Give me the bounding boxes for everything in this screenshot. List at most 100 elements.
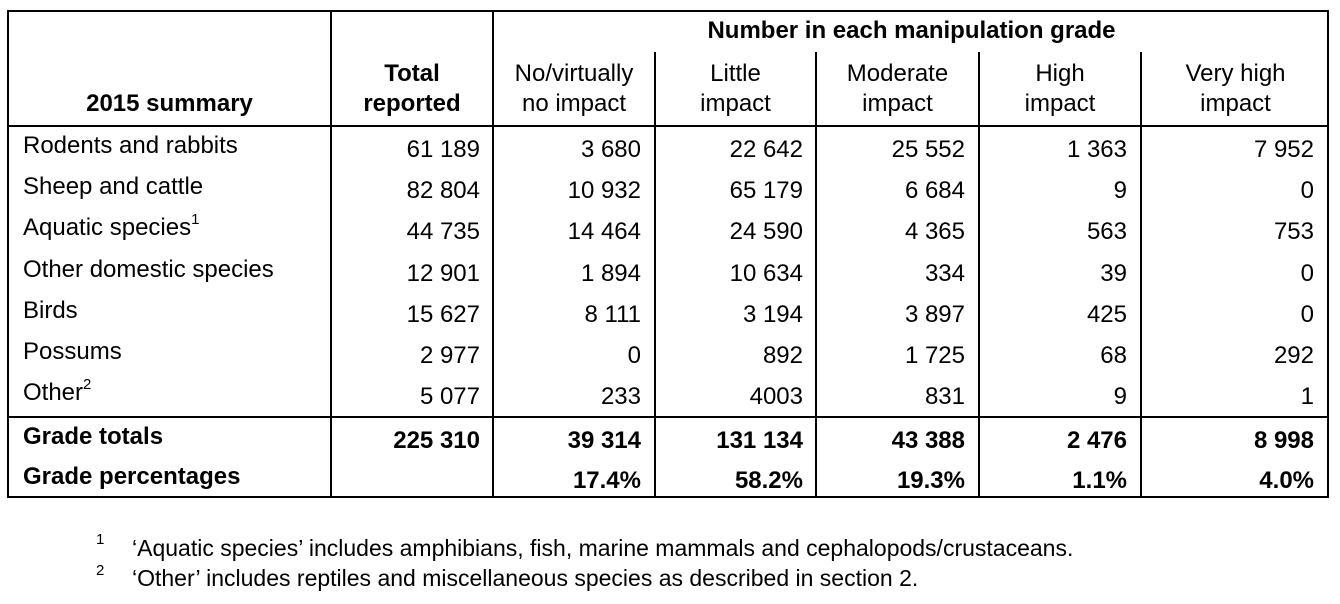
- column-header-line: no impact: [521, 90, 627, 117]
- group-header: Number in each manipulation grade: [707, 17, 1116, 44]
- column-header-line: Very high: [1185, 60, 1286, 87]
- column-divider: [978, 52, 980, 498]
- column-header-line: Moderate: [846, 60, 949, 87]
- row-label-text: Sheep and cattle: [23, 173, 204, 200]
- table-cell: 1.1%: [1072, 467, 1127, 494]
- row-label-text: Rodents and rabbits: [23, 132, 238, 159]
- table-cell: 4 365: [904, 218, 965, 245]
- table-cell: 0: [1300, 260, 1314, 287]
- table-cell: 9: [1113, 383, 1127, 410]
- table-cell: 0: [1300, 177, 1314, 204]
- table-cell: 10 932: [567, 177, 641, 204]
- footnote-ref: 2: [83, 376, 92, 393]
- table-cell: 4003: [749, 383, 803, 410]
- table-cell: 3 897: [904, 301, 965, 328]
- table-cell: 892: [762, 342, 803, 369]
- table-cell: 39 314: [567, 427, 641, 454]
- table-cell: 24 590: [729, 218, 803, 245]
- table-cell: 65 179: [729, 177, 803, 204]
- table-cell: 8 998: [1253, 427, 1314, 454]
- table-cell: 3 194: [742, 301, 803, 328]
- row-label-text: Other: [23, 379, 84, 406]
- column-header-line: High: [1035, 60, 1085, 87]
- table-cell: 334: [924, 260, 965, 287]
- row-label: Rodents and rabbits: [23, 131, 238, 161]
- table-cell: 9: [1113, 177, 1127, 204]
- table-cell: 44 735: [406, 218, 480, 245]
- table-cell: 563: [1086, 218, 1127, 245]
- table-cell: 1 894: [580, 260, 641, 287]
- row-label: Birds: [23, 296, 78, 326]
- column-header-line: impact: [862, 90, 933, 117]
- column-header-line: Little: [710, 60, 761, 87]
- column-header-line: No/virtually: [514, 60, 634, 87]
- table-cell: 2 977: [419, 342, 480, 369]
- column-header-line: Total: [384, 60, 440, 87]
- column-divider: [815, 52, 817, 498]
- table-cell: 12 901: [406, 260, 480, 287]
- table-cell: 3 680: [580, 136, 641, 163]
- column-header-line: impact: [1200, 90, 1271, 117]
- table-cell: 58.2%: [734, 467, 803, 494]
- table-cell: 10 634: [729, 260, 803, 287]
- footnote-mark: 1: [96, 531, 105, 548]
- table-cell: 8 111: [584, 301, 642, 328]
- footnote-text: ‘Other’ includes reptiles and miscellane…: [132, 565, 919, 591]
- table-cell: 15 627: [406, 301, 480, 328]
- row-label: Sheep and cattle: [23, 172, 203, 202]
- row-label-text: Possums: [23, 338, 122, 365]
- table-cell: 1 725: [904, 342, 965, 369]
- table-cell: 68: [1100, 342, 1127, 369]
- column-divider: [1140, 52, 1142, 498]
- table-cell: 0: [627, 342, 641, 369]
- row-label: Aquatic species1: [23, 211, 200, 243]
- row-label-text: Grade totals: [23, 423, 164, 450]
- table-cell: 292: [1273, 342, 1314, 369]
- table-cell: 831: [924, 383, 965, 410]
- table-cell: 6 684: [904, 177, 965, 204]
- row-label: Other domestic species: [23, 255, 274, 285]
- table-cell: 753: [1273, 218, 1314, 245]
- column-divider: [492, 10, 494, 498]
- table-cell: 4.0%: [1259, 467, 1314, 494]
- table-cell: 1 363: [1066, 136, 1127, 163]
- header-divider: [7, 125, 1329, 127]
- table-cell: 25 552: [891, 136, 965, 163]
- table-cell: 0: [1300, 301, 1314, 328]
- table-cell: 425: [1086, 301, 1127, 328]
- table-cell: 1: [1300, 383, 1314, 410]
- row-label-text: Birds: [23, 297, 78, 324]
- table-cell: 7 952: [1253, 136, 1314, 163]
- summary-table: [7, 10, 1329, 498]
- table-cell: 14 464: [567, 218, 641, 245]
- table-cell: 19.3%: [896, 467, 965, 494]
- totals-divider: [7, 416, 1329, 418]
- row-label-text: Aquatic species: [23, 214, 192, 241]
- row-label: Other2: [23, 376, 92, 408]
- table-cell: 225 310: [393, 427, 480, 454]
- table-cell: 61 189: [406, 136, 480, 163]
- row-label: Grade totals: [23, 422, 163, 452]
- table-cell: 43 388: [891, 427, 965, 454]
- table-cell: 233: [600, 383, 641, 410]
- table-cell: 39: [1100, 260, 1127, 287]
- row-label: Grade percentages: [23, 462, 240, 492]
- column-header-line: reported: [363, 90, 461, 117]
- footnote-text: ‘Aquatic species’ includes amphibians, f…: [132, 535, 1074, 561]
- row-label-text: Other domestic species: [23, 256, 274, 283]
- table-cell: 2 476: [1066, 427, 1127, 454]
- column-header-line: impact: [1024, 90, 1096, 117]
- table-cell: 5 077: [419, 383, 480, 410]
- column-header-line: impact: [700, 90, 771, 117]
- row-label: Possums: [23, 337, 122, 367]
- table-cell: 17.4%: [572, 467, 641, 494]
- row-label-text: Grade percentages: [23, 463, 241, 490]
- column-divider: [330, 10, 332, 498]
- footnote-mark: 2: [96, 562, 105, 579]
- table-cell: 82 804: [406, 177, 480, 204]
- table-cell: 22 642: [729, 136, 803, 163]
- column-divider: [654, 52, 656, 498]
- footnote-ref: 1: [191, 211, 200, 228]
- table-cell: 131 134: [716, 427, 803, 454]
- table-title: 2015 summary: [86, 90, 253, 117]
